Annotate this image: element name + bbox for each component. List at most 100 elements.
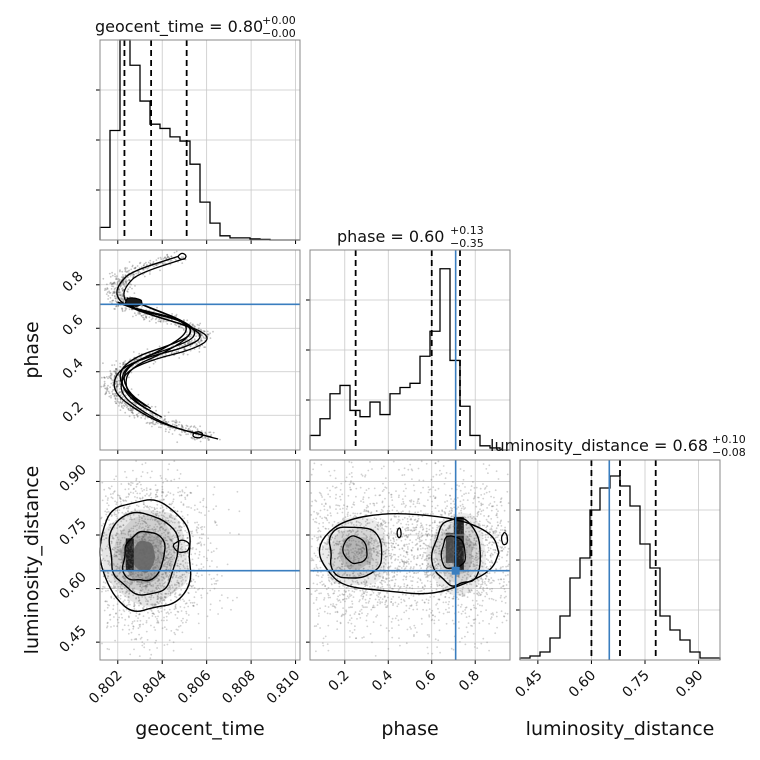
scatter-point bbox=[343, 598, 346, 600]
scatter-point bbox=[149, 476, 152, 479]
scatter-point bbox=[333, 592, 335, 595]
scatter-point bbox=[166, 563, 169, 566]
scatter-point bbox=[113, 375, 116, 377]
scatter-point bbox=[166, 563, 169, 565]
scatter-point bbox=[344, 565, 346, 567]
scatter-point bbox=[372, 539, 375, 542]
scatter-point bbox=[393, 532, 395, 534]
scatter-point bbox=[175, 596, 178, 599]
scatter-point bbox=[195, 529, 198, 532]
scatter-point bbox=[362, 581, 365, 583]
scatter-point bbox=[207, 333, 210, 335]
scatter-point bbox=[112, 379, 114, 382]
scatter-point bbox=[161, 627, 164, 630]
scatter-point bbox=[338, 541, 341, 543]
scatter-point bbox=[125, 496, 128, 499]
scatter-point bbox=[176, 610, 179, 613]
scatter-point bbox=[420, 522, 422, 525]
scatter-point bbox=[203, 555, 205, 558]
scatter-point bbox=[149, 545, 152, 548]
scatter-point bbox=[138, 561, 141, 563]
scatter-point bbox=[339, 567, 341, 570]
scatter-point bbox=[193, 348, 196, 350]
scatter-point bbox=[133, 274, 135, 276]
scatter-point bbox=[122, 395, 124, 398]
scatter-point bbox=[318, 491, 321, 494]
scatter-point bbox=[147, 589, 150, 592]
scatter-point bbox=[182, 554, 185, 557]
scatter-point bbox=[463, 469, 465, 472]
scatter-point bbox=[133, 267, 136, 270]
scatter-point bbox=[331, 549, 334, 552]
scatter-point bbox=[160, 258, 163, 260]
scatter-point bbox=[315, 625, 318, 627]
scatter-point bbox=[348, 473, 351, 475]
scatter-point bbox=[180, 580, 183, 582]
scatter-point bbox=[320, 592, 322, 595]
scatter-point bbox=[198, 568, 200, 570]
scatter-point bbox=[119, 291, 122, 294]
scatter-point bbox=[155, 263, 158, 266]
scatter-point bbox=[403, 550, 405, 552]
scatter-point bbox=[144, 571, 147, 573]
scatter-point bbox=[116, 380, 118, 383]
scatter-point bbox=[468, 530, 470, 533]
scatter-point bbox=[127, 531, 130, 533]
scatter-point bbox=[362, 567, 365, 570]
scatter-point bbox=[315, 566, 318, 568]
scatter-point bbox=[382, 528, 385, 531]
scatter-point bbox=[379, 552, 381, 555]
scatter-point bbox=[159, 523, 161, 526]
scatter-point bbox=[373, 504, 376, 507]
scatter-point bbox=[128, 409, 130, 412]
scatter-point bbox=[484, 582, 486, 585]
scatter-point bbox=[132, 469, 134, 472]
scatter-point bbox=[375, 615, 377, 618]
scatter-point bbox=[168, 551, 171, 554]
scatter-point bbox=[111, 283, 113, 285]
scatter-point bbox=[341, 511, 344, 514]
scatter-point bbox=[106, 388, 109, 391]
scatter-point bbox=[435, 588, 438, 591]
scatter-point bbox=[102, 362, 104, 365]
scatter-point bbox=[205, 506, 208, 509]
scatter-point bbox=[164, 421, 167, 423]
scatter-point bbox=[120, 293, 122, 296]
scatter-point bbox=[165, 571, 168, 574]
scatter-point bbox=[121, 287, 124, 289]
scatter-point bbox=[190, 341, 193, 343]
scatter-point bbox=[145, 584, 148, 587]
scatter-point bbox=[441, 543, 443, 545]
scatter-point bbox=[171, 540, 174, 542]
scatter-point bbox=[159, 526, 162, 528]
scatter-point bbox=[113, 555, 115, 557]
scatter-point bbox=[475, 540, 478, 542]
scatter-point bbox=[163, 419, 165, 422]
scatter-point bbox=[199, 339, 202, 341]
scatter-point bbox=[132, 273, 135, 276]
scatter-point bbox=[113, 364, 116, 366]
scatter-point bbox=[174, 551, 177, 554]
scatter-point bbox=[340, 565, 343, 568]
scatter-point bbox=[112, 299, 115, 302]
scatter-point bbox=[197, 613, 200, 615]
scatter-point bbox=[498, 531, 501, 534]
scatter-point bbox=[169, 591, 172, 594]
scatter-point bbox=[405, 609, 408, 612]
scatter-point bbox=[186, 506, 188, 508]
scatter-point bbox=[340, 545, 342, 548]
scatter-point bbox=[364, 598, 367, 601]
scatter-point bbox=[393, 575, 396, 578]
scatter-point bbox=[171, 521, 174, 524]
scatter-point bbox=[114, 381, 117, 384]
scatter-point bbox=[111, 294, 114, 297]
scatter-point bbox=[130, 268, 133, 271]
scatter-point bbox=[350, 472, 353, 474]
scatter-point bbox=[119, 398, 122, 401]
scatter-point bbox=[164, 418, 167, 420]
scatter-point bbox=[131, 580, 133, 583]
scatter-point bbox=[369, 597, 371, 600]
scatter-point bbox=[151, 594, 153, 597]
scatter-point bbox=[360, 523, 363, 525]
scatter-point bbox=[323, 597, 326, 599]
